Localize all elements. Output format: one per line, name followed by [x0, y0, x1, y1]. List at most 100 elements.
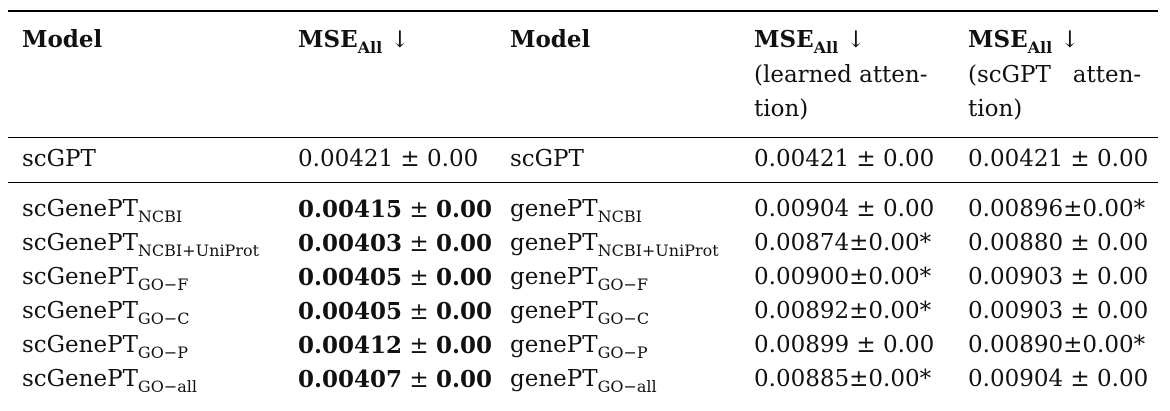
header-mse-1: MSEAll ↓ [298, 28, 409, 56]
header-mse-1-label: MSE [298, 26, 358, 53]
header-model-2-label: Model [510, 26, 591, 53]
header-mse-2-note-1: (learned atten- [754, 62, 928, 88]
row-4-model-2-base: genePT [510, 332, 598, 358]
row-3-model-1-base: scGenePT [22, 298, 138, 324]
row-5-model-1-sub: GO−all [137, 377, 197, 396]
row-3-model-1: scGenePTGO−C [22, 300, 189, 327]
row-2-model-1-sub: GO−F [137, 275, 189, 294]
header-mse-1-arrow: ↓ [390, 27, 410, 53]
header-rule [8, 137, 1158, 138]
row-3-model-2-base: genePT [510, 298, 598, 324]
row-0-mse-1-value: 0.00415 [298, 196, 403, 223]
row-1-mse-1-pm: ± [402, 231, 436, 257]
row-1-mse-1: 0.00403 ± 0.00 [298, 232, 492, 256]
row-5-mse-2: 0.00885±0.00* [754, 366, 932, 392]
baseline-model-2: scGPT [510, 146, 584, 172]
row-5-model-2: genePTGO−all [510, 368, 657, 395]
header-mse-1-sub: All [357, 38, 383, 57]
row-5-model-1-base: scGenePT [22, 366, 138, 392]
row-5-mse-3: 0.00904 ± 0.00 [968, 366, 1149, 392]
row-2-mse-1: 0.00405 ± 0.00 [298, 266, 492, 290]
row-1-model-2-sub: NCBI+UniProt [597, 241, 719, 260]
header-model-1-label: Model [22, 26, 103, 53]
table-top-rule [8, 10, 1158, 12]
row-4-mse-2: 0.00899 ± 0.00 [754, 332, 935, 358]
header-mse-2-sub: All [813, 38, 839, 57]
row-1-model-1-base: scGenePT [22, 230, 138, 256]
baseline-mse-3: 0.00421 ± 0.00 [968, 146, 1149, 172]
row-0-mse-1: 0.00415 ± 0.00 [298, 198, 492, 222]
row-3-mse-1-value: 0.00405 [298, 298, 403, 325]
row-4-model-2: genePTGO−P [510, 334, 648, 361]
row-0-model-1-base: scGenePT [22, 196, 138, 222]
row-2-model-2-sub: GO−F [597, 275, 648, 294]
row-1-mse-1-value: 0.00403 [298, 230, 403, 257]
row-5-model-2-base: genePT [510, 366, 598, 392]
row-4-mse-1-err: 0.00 [435, 332, 492, 359]
row-0-model-2: genePTNCBI [510, 198, 642, 225]
row-2-mse-2: 0.00900±0.00* [754, 264, 932, 290]
header-mse-3-note-2: tion) [968, 96, 1023, 122]
row-5-mse-1-err: 0.00 [435, 366, 492, 393]
row-5-mse-1-value: 0.00407 [298, 366, 403, 393]
row-4-model-1-base: scGenePT [22, 332, 138, 358]
row-2-mse-1-err: 0.00 [435, 264, 492, 291]
row-3-mse-1-err: 0.00 [435, 298, 492, 325]
header-mse-2-note-2: tion) [754, 96, 809, 122]
baseline-rule [8, 182, 1158, 183]
row-1-model-1: scGenePTNCBI+UniProt [22, 232, 259, 259]
row-0-model-2-base: genePT [510, 196, 598, 222]
row-5-model-2-sub: GO−all [597, 377, 657, 396]
row-3-mse-1: 0.00405 ± 0.00 [298, 300, 492, 324]
row-3-mse-3: 0.00903 ± 0.00 [968, 298, 1149, 324]
row-4-model-1-sub: GO−P [137, 343, 188, 362]
row-4-mse-3: 0.00890±0.00* [968, 332, 1146, 358]
row-0-mse-1-err: 0.00 [435, 196, 492, 223]
row-2-model-1: scGenePTGO−F [22, 266, 188, 293]
row-0-model-1-sub: NCBI [137, 207, 183, 226]
row-3-model-2: genePTGO−C [510, 300, 649, 327]
header-mse-3-note-1: (scGPT atten- [968, 62, 1142, 88]
header-mse-2-arrow: ↓ [846, 27, 866, 53]
row-0-model-1: scGenePTNCBI [22, 198, 182, 225]
header-mse-3-arrow: ↓ [1060, 27, 1080, 53]
header-mse-3: MSEAll ↓ [968, 28, 1079, 56]
row-4-mse-1: 0.00412 ± 0.00 [298, 334, 492, 358]
baseline-mse-1: 0.00421 ± 0.00 [298, 146, 479, 172]
row-2-mse-1-value: 0.00405 [298, 264, 403, 291]
row-1-model-2-base: genePT [510, 230, 598, 256]
baseline-mse-2: 0.00421 ± 0.00 [754, 146, 935, 172]
row-3-mse-2: 0.00892±0.00* [754, 298, 932, 324]
row-1-model-2: genePTNCBI+UniProt [510, 232, 719, 259]
row-1-model-1-sub: NCBI+UniProt [137, 241, 260, 260]
row-0-mse-1-pm: ± [402, 197, 436, 223]
row-3-model-2-sub: GO−C [597, 309, 650, 328]
row-4-mse-1-value: 0.00412 [298, 332, 403, 359]
row-3-model-1-sub: GO−C [137, 309, 190, 328]
row-2-mse-3: 0.00903 ± 0.00 [968, 264, 1149, 290]
header-model-1: Model [22, 28, 102, 51]
row-3-mse-1-pm: ± [402, 299, 436, 325]
row-4-model-1: scGenePTGO−P [22, 334, 188, 361]
row-4-model-2-sub: GO−P [597, 343, 648, 362]
header-mse-3-label: MSE [968, 26, 1028, 53]
row-1-mse-3: 0.00880 ± 0.00 [968, 230, 1149, 256]
row-5-mse-1-pm: ± [402, 367, 436, 393]
row-1-mse-2: 0.00874±0.00* [754, 230, 932, 256]
row-2-mse-1-pm: ± [402, 265, 436, 291]
header-mse-3-sub: All [1027, 38, 1053, 57]
row-0-mse-2: 0.00904 ± 0.00 [754, 196, 935, 222]
header-mse-2: MSEAll ↓ [754, 28, 865, 56]
row-2-model-2-base: genePT [510, 264, 598, 290]
row-0-model-2-sub: NCBI [597, 207, 642, 226]
row-5-model-1: scGenePTGO−all [22, 368, 197, 395]
header-mse-2-label: MSE [754, 26, 814, 53]
row-2-model-2: genePTGO−F [510, 266, 648, 293]
header-model-2: Model [510, 28, 590, 51]
row-1-mse-1-err: 0.00 [435, 230, 492, 257]
row-2-model-1-base: scGenePT [22, 264, 138, 290]
row-0-mse-3: 0.00896±0.00* [968, 196, 1146, 222]
row-5-mse-1: 0.00407 ± 0.00 [298, 368, 492, 392]
baseline-model-1: scGPT [22, 146, 96, 172]
row-4-mse-1-pm: ± [402, 333, 436, 359]
